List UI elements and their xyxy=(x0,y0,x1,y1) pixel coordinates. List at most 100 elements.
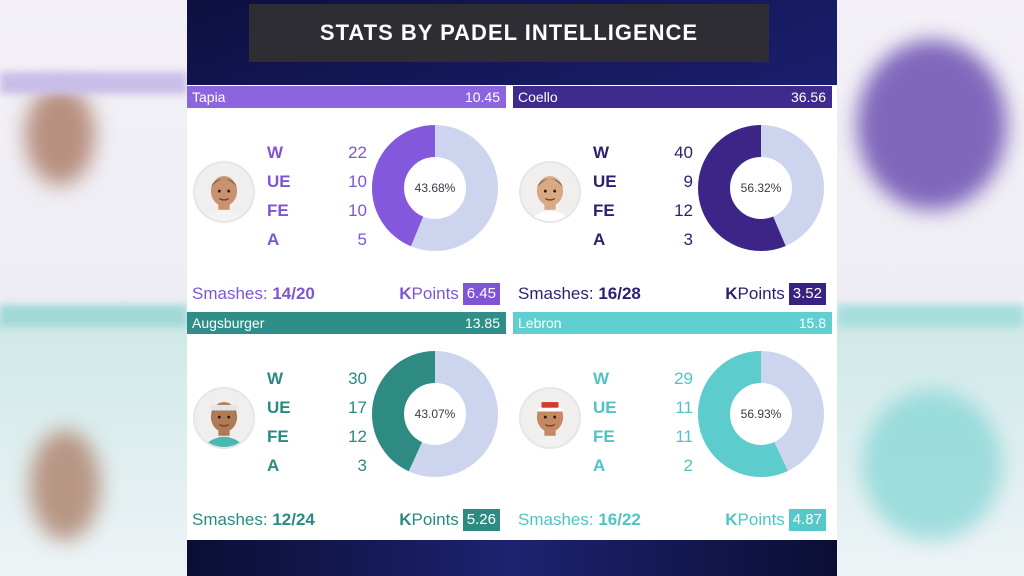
stat-value: 2 xyxy=(683,455,693,475)
stat-label: A xyxy=(267,455,280,475)
stat-value: 12 xyxy=(674,200,693,220)
stat-label: A xyxy=(593,229,606,249)
stats-list: W 40 UE 9 FE 12 A 3 xyxy=(593,138,693,254)
player-avatar xyxy=(193,161,255,223)
player-name: Lebron xyxy=(518,315,562,331)
kpoints-badge: 6.45 xyxy=(462,283,500,305)
stat-row: FE 12 xyxy=(593,196,693,225)
stat-label: FE xyxy=(267,200,289,220)
smashes-stat: Smashes: 14/20 xyxy=(192,284,315,304)
smashes-label: Smashes: xyxy=(192,284,268,303)
blurred-band xyxy=(0,72,187,94)
stat-value: 5 xyxy=(357,229,367,249)
stat-label: W xyxy=(267,142,284,162)
stat-row: W 30 xyxy=(267,364,367,393)
stat-value: 40 xyxy=(674,142,693,162)
player-card-coello: Coello 36.56 W 40 UE 9 FE 12 A 3 56.32% Smashes: 16… xyxy=(513,86,832,312)
stats-list: W 22 UE 10 FE 10 A 5 xyxy=(267,138,367,254)
donut-percentage: 56.93% xyxy=(740,407,782,421)
card-header: Augsburger 13.85 xyxy=(187,312,506,334)
player-avatar xyxy=(519,161,581,223)
card-header: Tapia 10.45 xyxy=(187,86,506,108)
smashes-value: 12/24 xyxy=(272,510,315,529)
stat-row: W 29 xyxy=(593,364,693,393)
stat-label: A xyxy=(593,455,606,475)
stat-label: FE xyxy=(267,426,289,446)
kpoints-badge: 3.52 xyxy=(788,283,826,305)
stat-label: UE xyxy=(267,397,291,417)
card-footer: Smashes: 12/24 KPoints 5.26 xyxy=(192,508,500,532)
smashes-value: 14/20 xyxy=(272,284,315,303)
stat-label: W xyxy=(593,142,610,162)
kpoints-label: Points xyxy=(737,284,785,303)
kpoints-label: Points xyxy=(411,510,459,529)
stats-list: W 29 UE 11 FE 11 A 2 xyxy=(593,364,693,480)
stat-row: FE 11 xyxy=(593,422,693,451)
donut-percentage: 56.32% xyxy=(740,181,782,195)
stat-value: 10 xyxy=(348,200,367,220)
kpoints-k: K xyxy=(725,284,738,303)
kpoints-stat: KPoints 6.45 xyxy=(399,283,500,305)
stat-label: A xyxy=(267,229,280,249)
smashes-value: 16/22 xyxy=(598,510,641,529)
blurred-donut xyxy=(862,390,1002,540)
smashes-stat: Smashes: 16/28 xyxy=(518,284,641,304)
kpoints-label: Points xyxy=(737,510,785,529)
smashes-stat: Smashes: 16/22 xyxy=(518,510,641,530)
player-score: 10.45 xyxy=(464,89,500,105)
kpoints-stat: KPoints 5.26 xyxy=(399,509,500,531)
stat-row: UE 10 xyxy=(267,167,367,196)
player-avatar xyxy=(193,387,255,449)
stats-list: W 30 UE 17 FE 12 A 3 xyxy=(267,364,367,480)
win-percentage-donut: 56.32% xyxy=(697,124,825,252)
win-percentage-donut: 43.68% xyxy=(371,124,499,252)
player-card-lebron: Lebron 15.8 W 29 UE 11 FE 11 A 2 56.93% Smashes: 16… xyxy=(513,312,832,538)
blurred-band xyxy=(837,305,1024,327)
card-footer: Smashes: 16/28 KPoints 3.52 xyxy=(518,282,826,306)
title-bar: STATS BY PADEL INTELLIGENCE xyxy=(249,4,769,62)
player-name: Augsburger xyxy=(192,315,265,331)
kpoints-badge: 4.87 xyxy=(788,509,826,531)
stat-row: FE 12 xyxy=(267,422,367,451)
donut-segment xyxy=(698,351,824,477)
stat-label: UE xyxy=(593,171,617,191)
smashes-value: 16/28 xyxy=(598,284,641,303)
right-blurred-background xyxy=(837,0,1024,576)
left-blurred-background xyxy=(0,0,187,576)
donut-percentage: 43.68% xyxy=(414,181,456,195)
donut-segment xyxy=(698,125,824,251)
kpoints-label: Points xyxy=(411,284,459,303)
player-score: 36.56 xyxy=(790,89,826,105)
page-title: STATS BY PADEL INTELLIGENCE xyxy=(319,20,699,45)
kpoints-k: K xyxy=(725,510,738,529)
card-header: Coello 36.56 xyxy=(513,86,832,108)
player-score: 15.8 xyxy=(798,315,826,331)
stat-label: UE xyxy=(267,171,291,191)
stat-value: 17 xyxy=(348,397,367,417)
stat-label: W xyxy=(593,368,610,388)
player-card-augsburger: Augsburger 13.85 W 30 UE 17 FE 12 A 3 43.07% Smashe… xyxy=(187,312,506,538)
donut-segment xyxy=(372,351,498,477)
win-percentage-donut: 43.07% xyxy=(371,350,499,478)
kpoints-badge: 5.26 xyxy=(462,509,500,531)
blurred-band xyxy=(0,305,187,327)
stat-value: 12 xyxy=(348,426,367,446)
stat-row: UE 11 xyxy=(593,393,693,422)
stats-panel: STATS BY PADEL INTELLIGENCE Tapia 10.45 W 2… xyxy=(187,0,837,576)
stat-row: W 40 xyxy=(593,138,693,167)
card-footer: Smashes: 14/20 KPoints 6.45 xyxy=(192,282,500,306)
bottom-strip xyxy=(187,540,837,576)
player-card-tapia: Tapia 10.45 W 22 UE 10 FE 10 A 5 43.68% Smashes: 14… xyxy=(187,86,506,312)
kpoints-k: K xyxy=(399,284,412,303)
donut-segment xyxy=(372,125,498,251)
kpoints-k: K xyxy=(399,510,412,529)
player-score: 13.85 xyxy=(464,315,500,331)
donut-percentage: 43.07% xyxy=(414,407,456,421)
stat-label: FE xyxy=(593,200,615,220)
blurred-face xyxy=(25,85,95,185)
stat-label: W xyxy=(267,368,284,388)
stat-value: 30 xyxy=(348,368,367,388)
card-header: Lebron 15.8 xyxy=(513,312,832,334)
